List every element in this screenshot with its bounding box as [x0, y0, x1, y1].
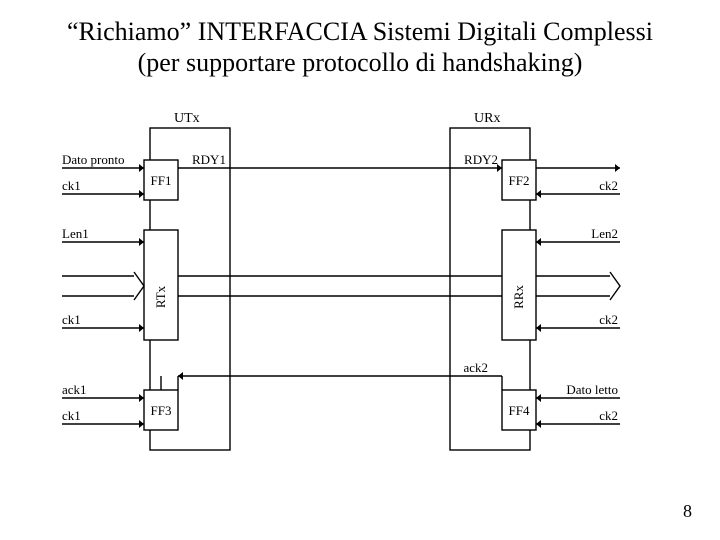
svg-text:ck1: ck1: [62, 408, 81, 423]
svg-text:FF3: FF3: [151, 403, 172, 418]
svg-text:RDY2: RDY2: [464, 152, 498, 167]
svg-text:ck2: ck2: [599, 408, 618, 423]
title-line-1: “Richiamo” INTERFACCIA Sistemi Digitali …: [0, 16, 720, 47]
svg-text:RRx: RRx: [511, 285, 526, 309]
diagram-svg: UTx URx FF1 FF2 RTx RRx FF3 FF4 Dato pronto ck1 Le…: [60, 100, 660, 480]
handshaking-diagram: UTx URx FF1 FF2 RTx RRx FF3 FF4 Dato pronto ck1 Le…: [60, 100, 660, 480]
page-number: 8: [683, 501, 692, 522]
svg-text:Dato letto: Dato letto: [566, 382, 618, 397]
svg-text:ck2: ck2: [599, 178, 618, 193]
svg-text:FF2: FF2: [509, 173, 530, 188]
svg-text:Len1: Len1: [62, 226, 89, 241]
svg-text:RDY1: RDY1: [192, 152, 226, 167]
svg-text:ack1: ack1: [62, 382, 87, 397]
svg-text:FF1: FF1: [151, 173, 172, 188]
svg-text:ck1: ck1: [62, 178, 81, 193]
slide-title: “Richiamo” INTERFACCIA Sistemi Digitali …: [0, 16, 720, 78]
svg-text:URx: URx: [474, 111, 500, 126]
svg-text:Len2: Len2: [591, 226, 618, 241]
svg-text:Dato pronto: Dato pronto: [62, 152, 124, 167]
svg-text:FF4: FF4: [509, 403, 530, 418]
svg-text:ack2: ack2: [463, 360, 488, 375]
svg-text:ck1: ck1: [62, 312, 81, 327]
svg-text:RTx: RTx: [153, 285, 168, 308]
svg-text:UTx: UTx: [174, 111, 200, 126]
title-line-2: (per supportare protocollo di handshakin…: [0, 47, 720, 78]
slide: “Richiamo” INTERFACCIA Sistemi Digitali …: [0, 0, 720, 540]
svg-text:ck2: ck2: [599, 312, 618, 327]
